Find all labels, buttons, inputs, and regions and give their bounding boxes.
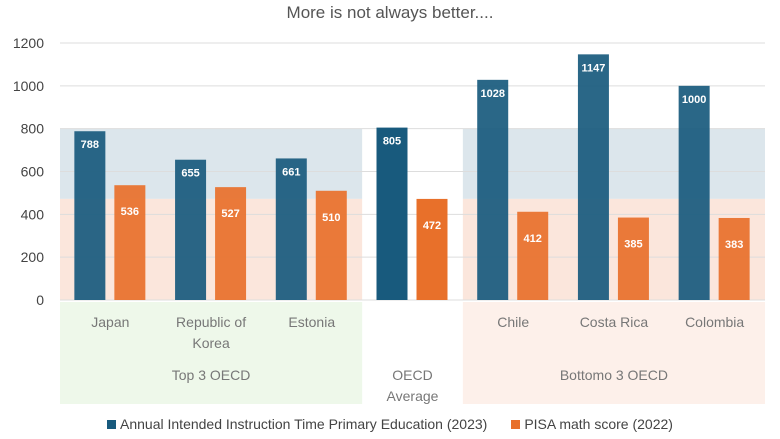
group-box-bottom3 [462, 302, 765, 404]
category-label: Costa Rica [580, 314, 649, 330]
data-label: 385 [624, 239, 642, 251]
y-tick-label: 800 [21, 121, 45, 137]
bar-instruction-time [577, 54, 609, 301]
legend-label: Annual Intended Instruction Time Primary… [120, 416, 488, 432]
data-label: 383 [725, 239, 743, 251]
bar-instruction-time [74, 131, 106, 300]
chart-title: More is not always better.... [286, 3, 494, 22]
group-label-bottom3: Bottomo 3 OECD [560, 367, 668, 383]
band-1 [462, 198, 765, 300]
bar-pisa [416, 198, 448, 300]
data-label: 805 [383, 136, 401, 148]
band-0 [462, 128, 765, 199]
y-tick-label: 200 [21, 249, 45, 265]
y-tick-label: 1000 [13, 78, 44, 94]
legend-swatch [511, 419, 521, 429]
category-label: Korea [192, 335, 230, 351]
bar-instruction-time [376, 127, 408, 301]
legend-label: PISA math score (2022) [524, 416, 673, 432]
bar-instruction-time [275, 158, 307, 300]
y-tick-label: 1200 [13, 35, 44, 51]
data-label: 655 [181, 168, 199, 180]
legend: Annual Intended Instruction Time Primary… [0, 416, 780, 432]
bar-instruction-time [175, 159, 207, 300]
legend-swatch [107, 419, 117, 429]
y-tick-label: 400 [21, 206, 45, 222]
legend-item-instruction-time: Annual Intended Instruction Time Primary… [107, 416, 487, 432]
group-label-oecd-average: Average [387, 388, 439, 404]
data-label: 1028 [480, 88, 504, 100]
bar-pisa [517, 211, 549, 300]
data-label: 1000 [682, 94, 706, 106]
bar-instruction-time [678, 85, 710, 300]
category-label: Japan [91, 314, 129, 330]
data-label: 527 [221, 208, 239, 220]
data-label: 1147 [581, 62, 605, 74]
y-tick-label: 0 [36, 292, 44, 308]
bar-pisa [315, 190, 347, 300]
category-label: Colombia [685, 314, 744, 330]
bar-pisa [617, 217, 649, 300]
band-1 [60, 198, 363, 300]
data-label: 788 [81, 139, 99, 151]
category-label: Republic of [176, 314, 246, 330]
category-label: Estonia [288, 314, 335, 330]
bar-pisa [215, 187, 247, 300]
data-label: 661 [282, 166, 300, 178]
data-label: 472 [423, 220, 441, 232]
band-0 [60, 128, 363, 199]
group-box-top3 [60, 302, 363, 404]
data-label: 536 [121, 206, 139, 218]
group-label-top3: Top 3 OECD [172, 367, 251, 383]
group-label-oecd-average: OECD [392, 367, 432, 383]
bar-instruction-time [477, 79, 509, 300]
y-tick-label: 600 [21, 164, 45, 180]
category-label: Chile [497, 314, 529, 330]
bar-pisa [114, 185, 146, 300]
data-label: 510 [322, 212, 340, 224]
data-label: 412 [524, 233, 542, 245]
legend-item-pisa: PISA math score (2022) [511, 416, 673, 432]
bar-pisa [718, 217, 750, 300]
